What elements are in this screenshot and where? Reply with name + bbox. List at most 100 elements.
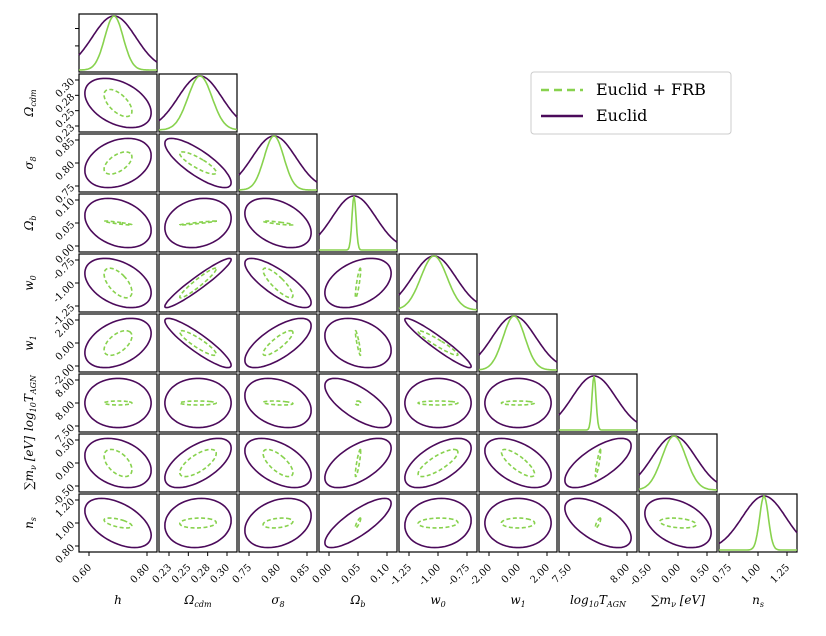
panel-5-3 [318,313,398,373]
contour-euclid-frb [594,517,602,529]
contour-euclid-frb [262,517,294,529]
panel-frame [718,493,798,553]
axis-label: h [114,593,122,607]
x-tick-label: 0.75 [231,562,255,586]
panel-frame [318,193,398,253]
panel-frame [78,13,158,73]
panel-frame [398,373,478,433]
contour-euclid-frb [179,220,217,226]
contour-euclid [324,317,392,369]
x-tick-label: 0.00 [311,562,335,586]
x-tick-label: 0.23 [151,562,175,586]
legend-label: Euclid + FRB [596,80,706,99]
panel-8-6: 7.50 8.00 log10TAGN [551,493,638,609]
panel-frame [558,433,638,493]
contour-euclid [244,437,312,489]
axis-label: Ωcdm [22,89,38,118]
x-tick-label: 0.28 [189,562,213,586]
contour-euclid-frb [103,448,133,478]
contour-euclid-frb [103,151,133,175]
panel-6-5 [478,373,558,433]
contour-euclid [324,377,392,429]
panel-frame [158,253,238,313]
panel-frame [238,373,318,433]
panel-frame [158,73,238,133]
contour-euclid-frb [103,329,133,357]
panel-6-6 [558,373,638,433]
x-tick-label: 0.75 [711,562,735,586]
diag-curve-euclid-frb [719,494,797,551]
y-tick-label: 0.05 [54,219,78,243]
panel-7-1 [158,433,238,493]
contour-euclid-frb [354,448,362,478]
x-tick-label: 1.00 [740,562,764,586]
contour-euclid-frb [178,517,218,529]
panel-3-2 [238,193,318,253]
panel-frame [238,193,318,253]
contour-euclid [484,437,552,489]
panel-8-8: 0.75 1.00 1.25 ns [711,493,798,609]
diag-curve-euclid-frb [638,435,717,491]
panel-frame [398,313,478,373]
contour-euclid [84,197,152,249]
panel-8-2: 0.75 0.80 0.85 σ8 [231,493,318,609]
axis-label: w0 [430,593,445,609]
axis-label: ∑mν [eV] [651,593,705,609]
panel-6-1 [158,373,238,433]
axis-label: ∑mν [eV] [22,436,38,490]
contour-euclid [244,197,312,249]
legend-frame [530,71,732,135]
contour-euclid [164,197,232,249]
panel-frame [318,493,398,553]
legend: Euclid + FRB Euclid [530,71,732,135]
contour-euclid [404,497,472,549]
y-tick-label: 1.00 [54,519,78,543]
diag-curve-euclid-frb [239,135,317,191]
x-tick-label: -1.00 [417,562,443,588]
panel-frame [78,373,158,433]
axis-label: σ8 [271,593,284,609]
x-tick-label: 8.00 [609,562,633,586]
contour-euclid [564,437,632,489]
contour-euclid [244,317,312,369]
panel-frame [238,133,318,193]
x-tick-label: 0.25 [170,562,194,586]
panel-frame [318,433,398,493]
panel-frame [238,433,318,493]
contour-euclid-frb [354,267,362,299]
panel-4-2 [238,253,318,313]
x-tick-label: 0.00 [660,562,684,586]
contour-euclid [164,317,232,369]
contour-euclid [84,377,152,429]
diag-curve-euclid [478,315,558,363]
panel-frame [478,373,558,433]
contour-euclid-frb [354,517,362,529]
y-tick-label: 0.80 [54,542,78,566]
contour-euclid [244,497,312,549]
axis-label: ns [22,517,38,529]
x-tick-label: 0.50 [689,562,713,586]
legend-label: Euclid [596,106,647,125]
contour-euclid-frb [262,329,294,357]
y-tick-label: 8.00 [54,399,78,423]
contour-euclid [84,77,152,129]
axis-label: Ωb [22,215,38,231]
contour-euclid-frb [500,400,536,406]
panel-7-0: -0.500.000.50∑mν [eV] [22,433,158,508]
axis-label: w1 [22,335,38,350]
diag-curve-euclid [558,375,638,423]
panel-frame [558,373,638,433]
contour-euclid [324,257,392,309]
diag-curve-euclid [78,15,158,63]
x-tick-label: 0.30 [209,562,233,586]
contour-euclid [84,437,152,489]
x-tick-label: 0.85 [289,562,313,586]
x-tick-label: 0.10 [369,562,393,586]
diag-curve-euclid [318,195,398,243]
